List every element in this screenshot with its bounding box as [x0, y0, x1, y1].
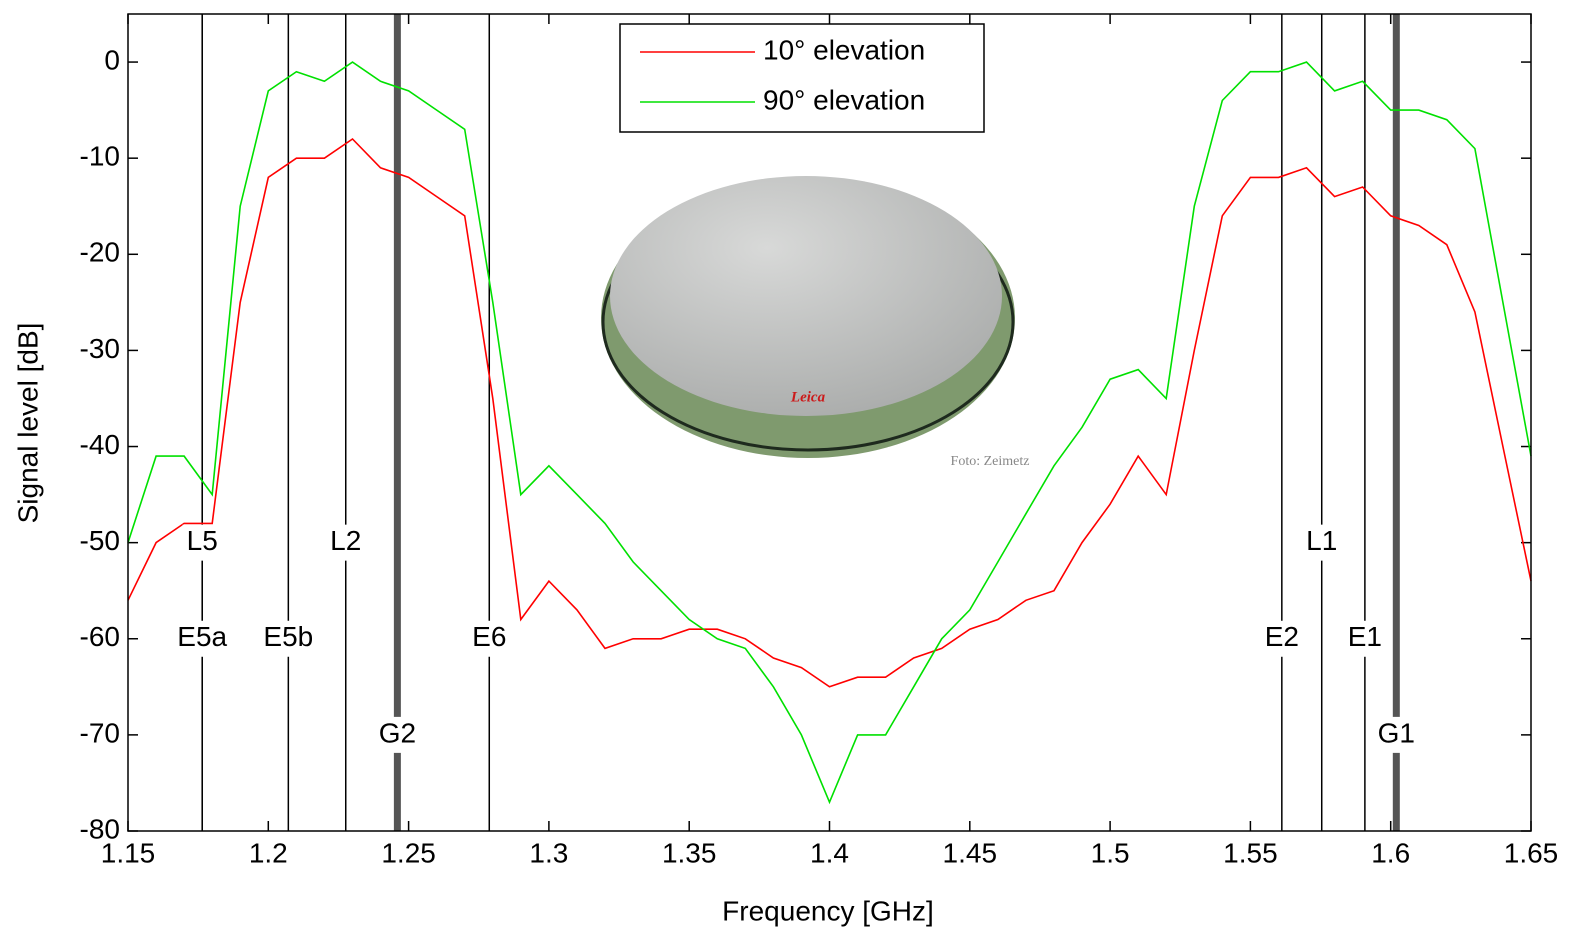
band-label-box: [326, 524, 366, 561]
y-tick-label: -40: [80, 429, 120, 460]
band-label-box: [1260, 620, 1303, 657]
y-tick-label: -20: [80, 237, 120, 268]
x-tick-label: 1.2: [249, 837, 288, 868]
legend-box: [619, 23, 985, 133]
band-label-group: L5: [182, 524, 222, 561]
band-label-box: [1343, 620, 1387, 657]
series-line: [127, 61, 1532, 805]
band-label-group: E1: [1343, 620, 1387, 657]
band-label-box: [173, 620, 232, 657]
y-tick-label: -10: [80, 141, 120, 172]
band-label-box: [182, 524, 222, 561]
band-label: E1: [1348, 621, 1382, 652]
y-tick-label: 0: [104, 44, 120, 75]
x-tick-label: 1.45: [943, 837, 998, 868]
x-tick-label: 1.15: [101, 837, 156, 868]
photo-brand: Leica: [790, 389, 826, 405]
series-line: [127, 137, 1532, 688]
band-label-group: L2: [326, 524, 366, 561]
band-label-group: E6: [468, 620, 511, 657]
y-tick-label: -70: [80, 717, 120, 748]
y-tick-label: -50: [80, 525, 120, 556]
plot-frame: [127, 13, 1532, 832]
legend-label: 90° elevation: [763, 84, 925, 115]
band-label-box: [1302, 524, 1342, 561]
band-label: E5b: [263, 621, 313, 652]
band-label-box: [259, 620, 318, 657]
x-tick-label: 1.3: [529, 837, 568, 868]
x-tick-label: 1.35: [662, 837, 717, 868]
band-label: E6: [472, 621, 506, 652]
band-label-group: E5b: [259, 620, 318, 657]
x-axis-label: Frequency [GHz]: [722, 895, 934, 926]
x-tick-label: 1.55: [1223, 837, 1278, 868]
photo: Leica Foto: Zeimetz: [601, 176, 1029, 469]
photo-credit: Foto: Zeimetz: [951, 454, 1030, 469]
y-axis-label: Signal level [dB]: [12, 323, 43, 524]
antenna-face: [610, 176, 1002, 416]
band-label-box: [1373, 716, 1419, 753]
y-tick-label: -30: [80, 333, 120, 364]
band-label-group: E5a: [173, 620, 232, 657]
x-tick-label: 1.6: [1371, 837, 1410, 868]
band-label-box: [374, 716, 421, 753]
legend-label: 10° elevation: [763, 34, 925, 65]
y-tick-label: -80: [80, 813, 120, 844]
x-tick-label: 1.25: [381, 837, 436, 868]
band-label-group: G1: [1373, 716, 1419, 753]
band-label: E5a: [177, 621, 227, 652]
band-label: L5: [187, 525, 218, 556]
band-label: G2: [379, 717, 416, 748]
band-label-group: L1: [1302, 524, 1342, 561]
band-label-group: G2: [374, 716, 421, 753]
band-label: L2: [330, 525, 361, 556]
band-label: G1: [1378, 717, 1415, 748]
x-tick-label: 1.5: [1091, 837, 1130, 868]
band-label: L1: [1306, 525, 1337, 556]
y-tick-label: -60: [80, 621, 120, 652]
legend: 10° elevation 90° elevation: [619, 23, 985, 133]
x-tick-label: 1.65: [1504, 837, 1559, 868]
x-tick-label: 1.4: [810, 837, 849, 868]
band-label: E2: [1265, 621, 1299, 652]
band-label-box: [468, 620, 511, 657]
band-label-group: E2: [1260, 620, 1303, 657]
